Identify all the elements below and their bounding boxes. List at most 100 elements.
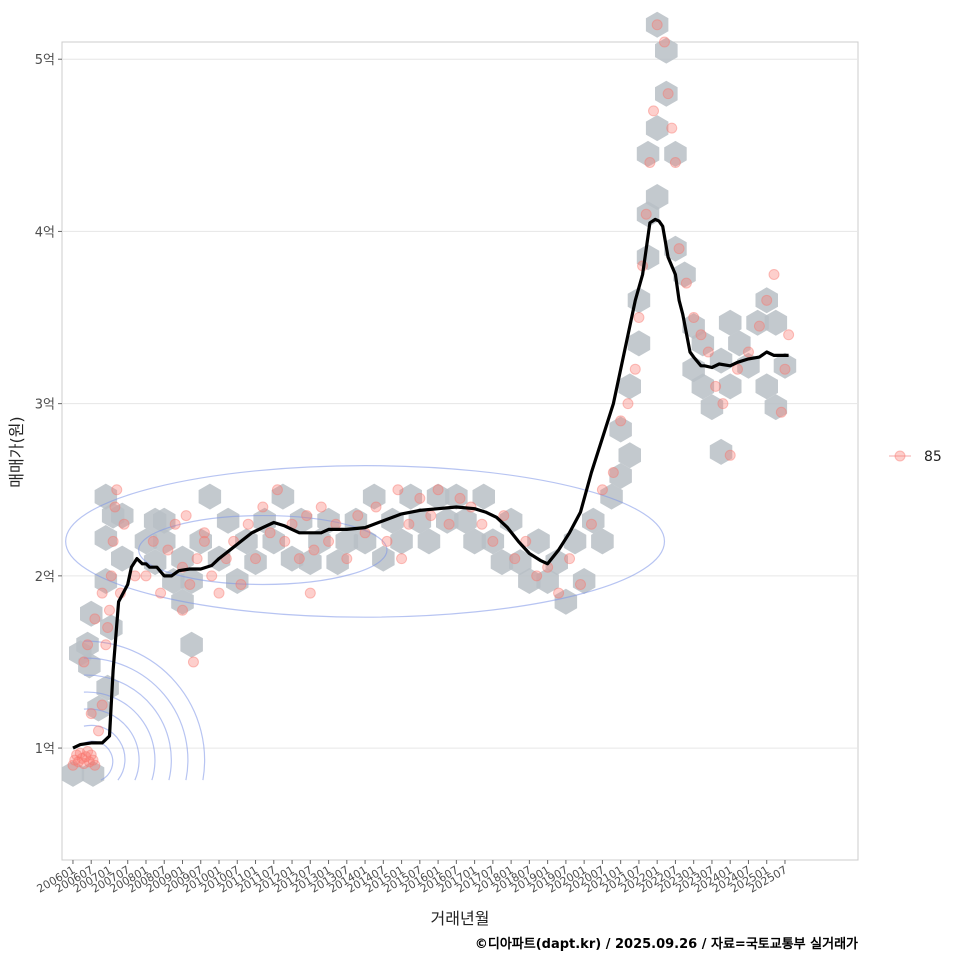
data-point [403,518,415,530]
data-point [250,553,262,565]
data-point [242,518,254,530]
data-point [69,754,81,766]
data-point [629,363,641,375]
hex-bin [655,37,678,64]
hex-bin [764,394,788,421]
y-axis-ticks: 1억 2억 3억 4억 5억 [35,53,62,757]
data-point [392,484,404,496]
y-tick-label: 2억 [35,570,55,585]
hex-bin [94,483,118,510]
data-point [83,756,95,768]
hex-bin [509,549,532,576]
hex-bin [691,330,715,357]
x-axis-ticks: 2006012006072007012007072008012008072009… [35,860,789,896]
data-point [381,535,393,547]
trend-line [72,217,789,750]
hex-bin [582,507,605,534]
scatter-points [67,19,795,771]
data-point [96,699,108,711]
hex-bin [636,244,660,271]
legend-label: 85 [924,449,942,465]
data-point [87,754,99,766]
data-point [574,578,586,590]
hex-bin [691,373,715,400]
y-axis-title: 매매가(원) [7,416,26,487]
hex-bin [454,507,477,534]
hex-bin [94,568,118,594]
hex-bins [61,11,797,787]
data-point [89,759,101,771]
hex-bin [226,568,249,594]
hex-bin [271,483,295,510]
data-point [301,510,313,522]
density-contour-arc [83,691,156,781]
caption: ©디아파트(dapt.kr) / 2025.09.26 / 자료=국토교통부 실… [475,936,858,952]
hex-bin [718,309,742,336]
hex-bin [289,507,313,534]
data-point [669,157,681,169]
hex-bin [94,525,118,551]
data-point [564,553,576,565]
data-point [432,484,444,496]
data-point [235,578,247,590]
hex-bin [445,483,468,510]
data-point [191,553,203,565]
data-point [74,747,86,759]
data-point [107,535,119,547]
data-point [72,756,84,768]
hex-bin [189,528,212,555]
data-point [585,518,597,530]
data-point [768,268,780,280]
data-point [103,604,115,616]
data-point [315,501,327,513]
hex-bin [399,483,422,510]
data-point [279,535,291,547]
hex-bin [326,549,349,576]
density-contour [65,465,666,618]
hex-bin [627,330,651,357]
hex-bin [700,394,724,421]
data-point [666,122,678,134]
hex-bin [153,528,176,555]
data-point [710,380,722,392]
hex-bin [253,507,276,534]
hex-bin [335,528,359,555]
hex-bin [636,140,660,167]
data-point [271,484,283,496]
data-point [341,553,353,565]
hex-bin [709,438,733,465]
hex-bin [111,545,134,572]
data-point [615,415,627,427]
data-point [414,492,426,504]
hex-bin [472,483,495,510]
density-contour [138,514,388,586]
hex-bin [618,373,641,400]
data-point [520,535,532,547]
data-point [264,527,276,539]
data-point [370,501,382,513]
data-point [257,501,269,513]
hex-bin [645,115,669,142]
hex-bin [773,352,797,379]
data-point [673,243,685,255]
data-point [648,105,660,117]
hex-bin [436,507,459,534]
data-point [487,535,499,547]
hex-bin [81,760,105,787]
data-point [169,518,181,530]
y-tick-label: 1억 [35,742,55,757]
x-axis-title: 거래년월 [431,909,490,928]
y-tick-label: 3억 [35,398,55,413]
data-point [78,656,90,668]
density-contour-arc [83,674,172,781]
density-contour-arc [83,708,140,781]
data-point [67,759,79,771]
hex-bin [426,483,450,510]
hex-bin [390,528,413,555]
hex-bin [362,483,386,510]
hex-bin [353,528,377,555]
data-point [118,518,130,530]
data-point [105,570,117,582]
data-point [96,587,108,599]
